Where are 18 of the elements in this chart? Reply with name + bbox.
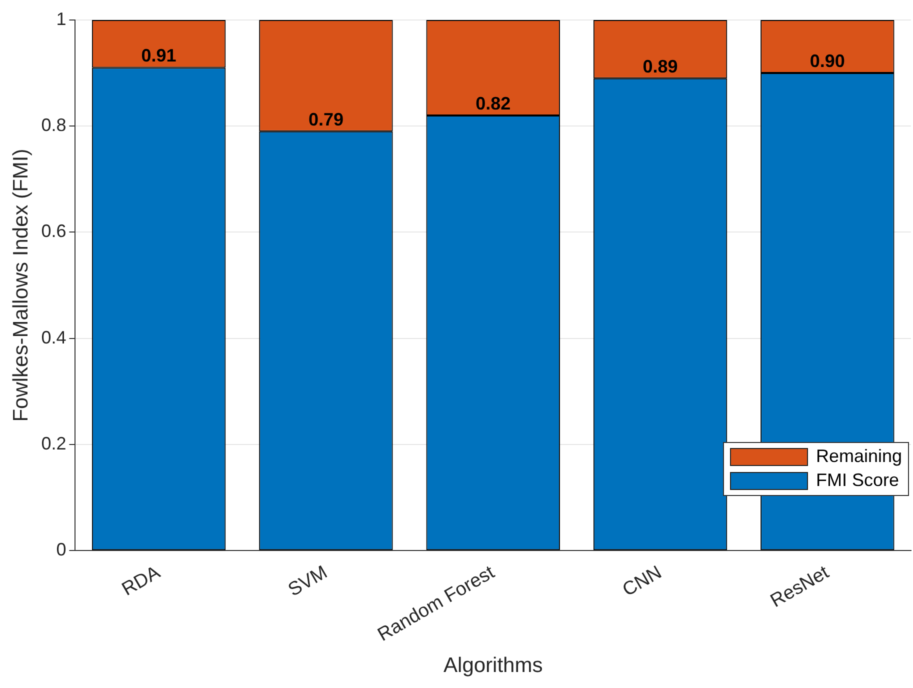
- y-tick-label: 0.2: [41, 433, 66, 454]
- data-label: 0.82: [476, 93, 511, 114]
- y-tick-label: 1: [56, 8, 66, 29]
- y-tick-label: 0.6: [41, 221, 66, 242]
- data-label: 0.89: [642, 56, 678, 76]
- y-tick-label: 0: [56, 540, 66, 560]
- y-tick-label: 0.8: [41, 115, 66, 136]
- data-label: 0.79: [308, 109, 344, 130]
- x-tick-label: SVM: [284, 562, 332, 601]
- y-tick-label: 0.4: [41, 327, 66, 348]
- data-label: 0.90: [810, 51, 845, 72]
- x-tick-label: RDA: [118, 562, 164, 600]
- data-label: 0.91: [141, 46, 176, 66]
- x-axis-title: Algorithms: [444, 654, 543, 678]
- legend-label: Remaining: [816, 446, 902, 468]
- x-tick-label: CNN: [619, 562, 666, 601]
- series-label: FMI Score: [816, 470, 899, 492]
- y-axis-title: Fowlkes-Mallows Index (FMI): [9, 148, 32, 422]
